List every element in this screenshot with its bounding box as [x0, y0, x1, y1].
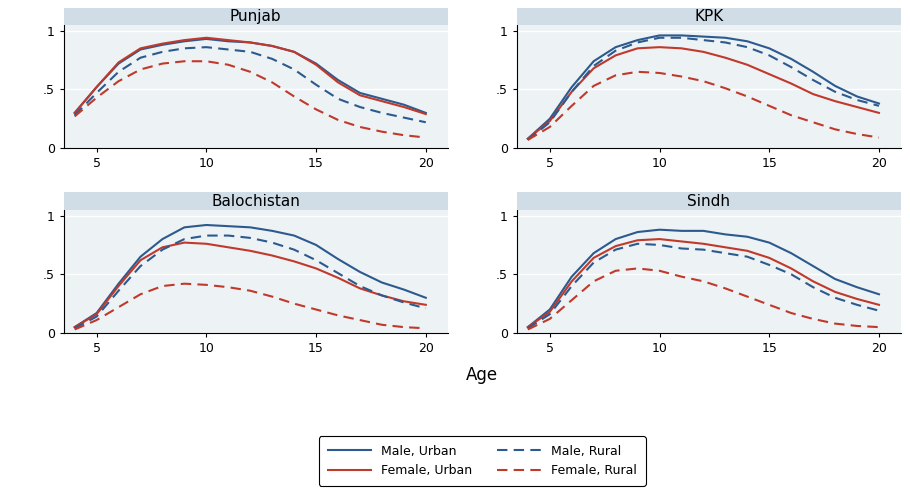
FancyBboxPatch shape — [64, 7, 448, 25]
Text: Punjab: Punjab — [230, 9, 281, 24]
Text: Sindh: Sindh — [687, 194, 731, 209]
Legend: Male, Urban, Female, Urban, Male, Rural, Female, Rural: Male, Urban, Female, Urban, Male, Rural,… — [318, 436, 646, 486]
Text: Age: Age — [466, 366, 499, 384]
Text: KPK: KPK — [694, 9, 723, 24]
FancyBboxPatch shape — [64, 192, 448, 210]
Text: Balochistan: Balochistan — [211, 194, 300, 209]
FancyBboxPatch shape — [517, 7, 901, 25]
FancyBboxPatch shape — [517, 192, 901, 210]
